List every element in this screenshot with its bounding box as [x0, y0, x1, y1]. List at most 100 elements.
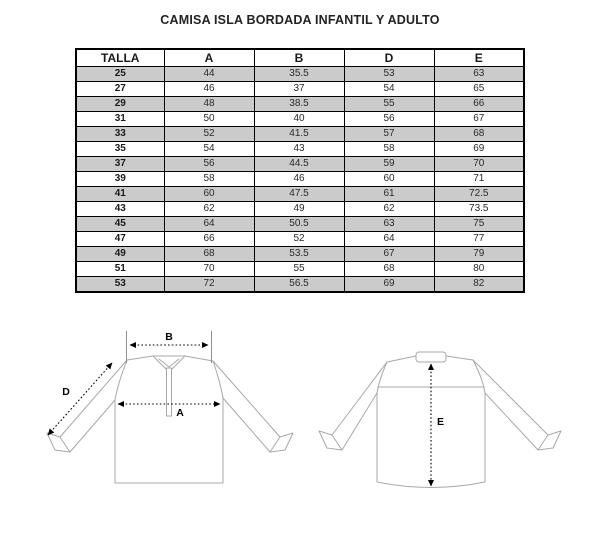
size-cell: 27	[75, 81, 165, 97]
measure-cell: 64	[343, 231, 435, 247]
table-row: 43 62 49 62 73.5	[75, 201, 525, 217]
measure-cell: 80	[433, 261, 525, 277]
measure-cell: 54	[343, 81, 435, 97]
measure-cell: 79	[433, 246, 525, 262]
table-row: 45 64 50.5 63 75	[75, 216, 525, 232]
measure-arrow-d	[47, 362, 113, 436]
measure-cell: 69	[343, 276, 435, 293]
measure-cell: 52	[163, 126, 255, 142]
size-cell: 35	[75, 141, 165, 157]
measure-cell: 77	[433, 231, 525, 247]
measure-cell: 70	[433, 156, 525, 172]
size-table-header-row: TALLA A B D E	[75, 48, 525, 67]
measure-cell: 52	[253, 231, 345, 247]
measure-cell: 56.5	[253, 276, 345, 293]
table-row: 33 52 41.5 57 68	[75, 126, 525, 142]
measure-label-d: D	[62, 386, 70, 398]
measure-cell: 75	[433, 216, 525, 232]
table-row: 25 44 35.5 53 63	[75, 66, 525, 82]
measure-cell: 56	[163, 156, 255, 172]
size-cell: 47	[75, 231, 165, 247]
table-row: 35 54 43 58 69	[75, 141, 525, 157]
measure-cell: 68	[163, 246, 255, 262]
back-shirt-diagram: E	[318, 351, 562, 488]
measure-cell: 72	[163, 276, 255, 293]
measure-cell: 38.5	[253, 96, 345, 112]
table-row: 39 58 46 60 71	[75, 171, 525, 187]
front-shirt-diagram: B D A	[46, 331, 294, 484]
measure-cell: 53.5	[253, 246, 345, 262]
measure-cell: 57	[343, 126, 435, 142]
measure-cell: 67	[433, 111, 525, 127]
measure-cell: 58	[343, 141, 435, 157]
size-cell: 29	[75, 96, 165, 112]
measure-cell: 70	[163, 261, 255, 277]
size-cell: 25	[75, 66, 165, 82]
measure-cell: 66	[163, 231, 255, 247]
measure-cell: 60	[343, 171, 435, 187]
measure-cell: 62	[163, 201, 255, 217]
measure-cell: 58	[163, 171, 255, 187]
size-cell: 45	[75, 216, 165, 232]
measure-cell: 50.5	[253, 216, 345, 232]
measure-cell: 44	[163, 66, 255, 82]
table-row: 37 56 44.5 59 70	[75, 156, 525, 172]
front-collar	[152, 355, 186, 373]
column-header: B	[253, 48, 345, 67]
measure-cell: 64	[163, 216, 255, 232]
back-collar-stand	[415, 351, 447, 363]
measure-cell: 65	[433, 81, 525, 97]
size-table-body: 25 44 35.5 53 63 27 46 37 54 65 29 48 38.5 55 66 31 50 40…	[75, 66, 525, 293]
measure-cell: 56	[343, 111, 435, 127]
table-row: 51 70 55 68 80	[75, 261, 525, 277]
measure-cell: 68	[343, 261, 435, 277]
size-cell: 39	[75, 171, 165, 187]
table-row: 53 72 56.5 69 82	[75, 276, 525, 293]
measure-cell: 49	[253, 201, 345, 217]
measure-cell: 63	[433, 66, 525, 82]
measure-cell: 44.5	[253, 156, 345, 172]
measure-cell: 46	[253, 171, 345, 187]
measure-cell: 35.5	[253, 66, 345, 82]
front-placket	[166, 367, 172, 417]
back-shirt-outline	[318, 351, 562, 488]
front-shirt-outline	[46, 355, 294, 484]
measure-cell: 60	[163, 186, 255, 202]
measure-cell: 48	[163, 96, 255, 112]
measure-cell: 55	[253, 261, 345, 277]
measure-cell: 72.5	[433, 186, 525, 202]
measure-cell: 47.5	[253, 186, 345, 202]
column-header: D	[343, 48, 435, 67]
measure-cell: 66	[433, 96, 525, 112]
measure-cell: 40	[253, 111, 345, 127]
measure-cell: 63	[343, 216, 435, 232]
measure-label-e: E	[437, 416, 444, 428]
measure-cell: 61	[343, 186, 435, 202]
measure-cell: 46	[163, 81, 255, 97]
table-row: 31 50 40 56 67	[75, 111, 525, 127]
size-cell: 41	[75, 186, 165, 202]
measure-cell: 41.5	[253, 126, 345, 142]
size-table-container: TALLA A B D E 25 44 35.5 53 63 27 46 37 54 65 29 48 38.5…	[75, 48, 525, 293]
measure-cell: 59	[343, 156, 435, 172]
measure-cell: 67	[343, 246, 435, 262]
measure-label-a: A	[176, 407, 184, 419]
table-row: 47 66 52 64 77	[75, 231, 525, 247]
table-row: 27 46 37 54 65	[75, 81, 525, 97]
page-title: CAMISA ISLA BORDADA INFANTIL Y ADULTO	[160, 13, 440, 27]
column-header: TALLA	[75, 48, 165, 67]
measure-cell: 73.5	[433, 201, 525, 217]
size-cell: 43	[75, 201, 165, 217]
measure-cell: 82	[433, 276, 525, 293]
size-cell: 33	[75, 126, 165, 142]
measure-cell: 54	[163, 141, 255, 157]
measure-label-b: B	[165, 331, 173, 343]
size-cell: 37	[75, 156, 165, 172]
measure-cell: 55	[343, 96, 435, 112]
table-row: 29 48 38.5 55 66	[75, 96, 525, 112]
size-cell: 51	[75, 261, 165, 277]
size-cell: 53	[75, 276, 165, 293]
size-table: TALLA A B D E 25 44 35.5 53 63 27 46 37 54 65 29 48 38.5…	[75, 48, 525, 293]
size-cell: 49	[75, 246, 165, 262]
measure-cell: 68	[433, 126, 525, 142]
